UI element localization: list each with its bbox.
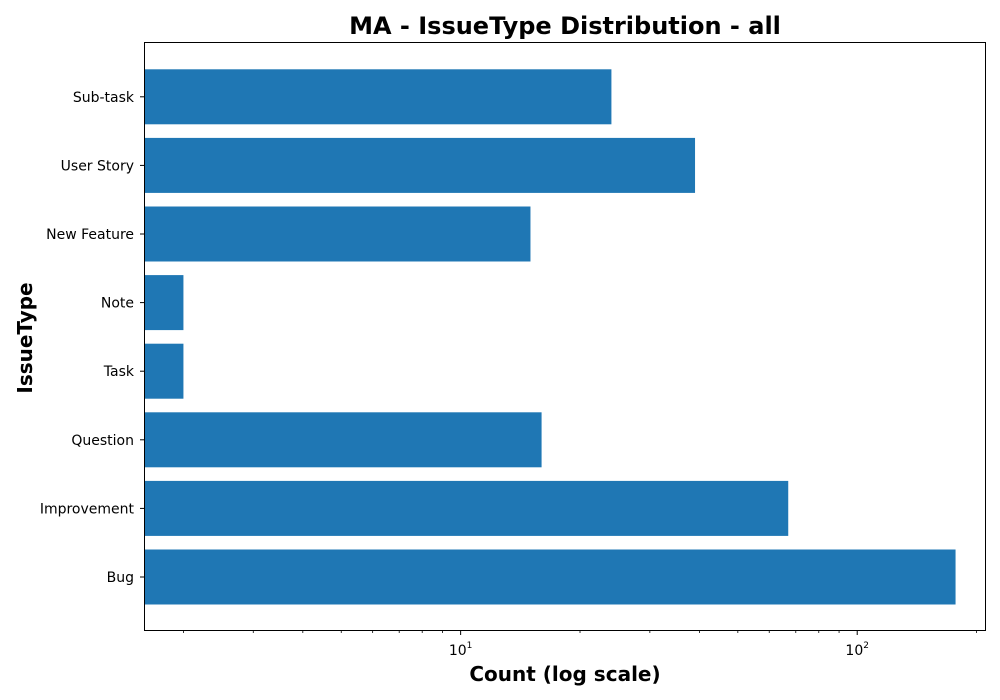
x-ticks-group: 101 102 — [183, 630, 977, 659]
bar-question — [145, 412, 542, 468]
y-ticks-group: Bug Improvement Question Task Note New Featur… — [40, 90, 145, 586]
y-tick-label: Question — [71, 433, 134, 449]
bar-task — [145, 343, 184, 399]
y-tick-label: User Story — [61, 158, 134, 174]
bar-note — [145, 275, 184, 331]
bar-new-feature — [145, 206, 531, 262]
y-tick-label: Sub-task — [73, 90, 135, 106]
y-tick-label: Bug — [107, 570, 134, 586]
plot-frame — [144, 42, 986, 631]
x-tick-label: 101 — [449, 641, 473, 659]
x-axis-label: Count (log scale) — [469, 662, 660, 686]
bars-group — [145, 69, 956, 605]
chart-title: MA - IssueType Distribution - all — [349, 12, 781, 40]
y-tick-label: New Feature — [46, 227, 134, 243]
bar-sub-task — [145, 69, 612, 125]
y-tick-label: Improvement — [40, 501, 135, 517]
y-tick-label: Note — [101, 296, 134, 312]
y-tick-label: Task — [103, 364, 135, 380]
bar-bug — [145, 549, 956, 605]
bar-user-story — [145, 137, 696, 193]
y-axis-label: IssueType — [13, 282, 37, 393]
x-tick-label: 102 — [845, 641, 869, 659]
bar-improvement — [145, 480, 789, 536]
